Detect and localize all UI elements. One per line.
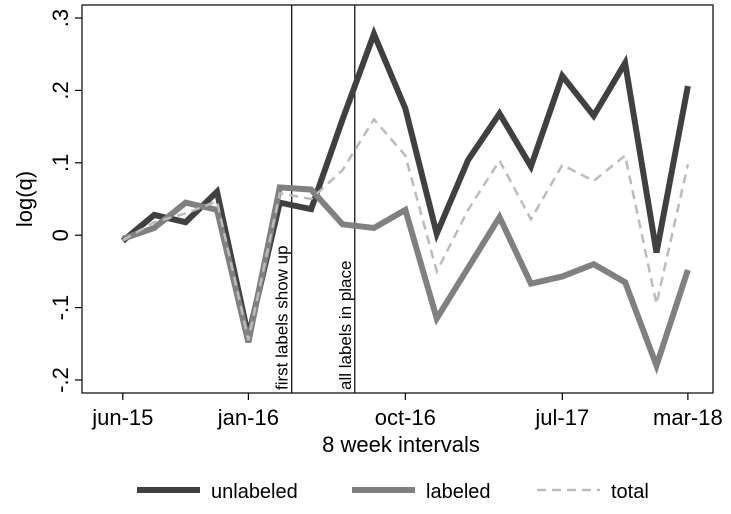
- x-tick-label: jul-17: [534, 405, 589, 430]
- y-tick-label: .1: [48, 154, 73, 172]
- x-tick-label: oct-16: [375, 405, 436, 430]
- x-tick-label: mar-18: [653, 405, 723, 430]
- series-line: [122, 117, 690, 341]
- series-line: [121, 184, 691, 375]
- y-tick-label: .2: [48, 81, 73, 99]
- event-label: all labels in place: [336, 261, 355, 390]
- y-tick-label: .3: [48, 9, 73, 27]
- y-tick-label: 0: [48, 229, 73, 241]
- y-tick-label: -.1: [48, 295, 73, 321]
- legend-label: labeled: [426, 481, 491, 503]
- plot-frame: [81, 4, 714, 394]
- legend-label: total: [611, 481, 649, 503]
- event-label: first labels show up: [273, 245, 292, 390]
- legend-label: unlabeled: [211, 481, 298, 503]
- x-axis-label: 8 week intervals: [322, 432, 480, 457]
- x-tick-label: jan-16: [217, 405, 279, 430]
- x-tick-label: jun-15: [91, 405, 153, 430]
- y-axis-label: log(q): [12, 171, 37, 227]
- y-tick-label: -.2: [48, 367, 73, 393]
- series-line: [120, 25, 691, 338]
